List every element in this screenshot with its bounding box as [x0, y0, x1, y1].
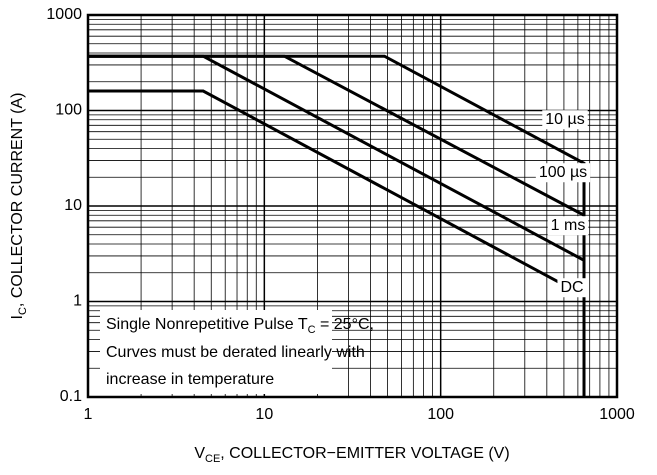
- curve-label: DC: [560, 279, 583, 296]
- curve-label: 100 µs: [539, 164, 587, 181]
- annotation-sub: C: [308, 324, 316, 336]
- label-part: V: [194, 445, 205, 462]
- curve-label-bg: [557, 278, 587, 298]
- label-sub: CE: [205, 453, 220, 465]
- curve-label-bg: [535, 163, 591, 183]
- curve-label: 1 ms: [551, 217, 586, 234]
- y-tick-label: 10: [64, 197, 82, 214]
- x-tick-label: 10: [255, 406, 273, 423]
- y-tick-label: 1: [73, 293, 82, 310]
- curve: [88, 89, 585, 298]
- curves: [88, 54, 586, 397]
- annotation-line: Single Nonrepetitive Pulse TC = 25°C,: [106, 316, 374, 336]
- curve-label-bg: [542, 110, 588, 130]
- curve: [88, 54, 585, 262]
- curve-label: 10 µs: [545, 111, 584, 128]
- curve-label-bg: [547, 216, 589, 236]
- label-part: , COLLECTOR−EMITTER VOLTAGE (V): [220, 445, 509, 462]
- label-part: , COLLECTOR CURRENT (A): [9, 93, 26, 308]
- label-part: I: [9, 315, 26, 319]
- annotation-box: [100, 310, 332, 394]
- x-tick-label: 100: [427, 406, 454, 423]
- y-tick-label: 0.1: [60, 388, 82, 405]
- annotation-text: Single Nonrepetitive Pulse T: [106, 316, 308, 333]
- y-axis-label: IC, COLLECTOR CURRENT (A): [9, 93, 29, 320]
- y-tick-label: 1000: [46, 6, 82, 23]
- annotation-line: increase in temperature: [106, 371, 274, 388]
- plot-frame: [86, 13, 619, 399]
- curve: [88, 54, 585, 217]
- x-tick-label: 1000: [599, 406, 635, 423]
- annotation-line: Curves must be derated linearly with: [106, 344, 365, 361]
- labels: 10 µs 100 µs 1 ms DC: [535, 110, 591, 298]
- x-tick-label: 1: [84, 406, 93, 423]
- x-axis-label: VCE, COLLECTOR−EMITTER VOLTAGE (V): [194, 445, 509, 465]
- y-tick-label: 100: [55, 102, 82, 119]
- label-sub: C: [17, 307, 29, 315]
- annotation-text: = 25°C,: [316, 316, 374, 333]
